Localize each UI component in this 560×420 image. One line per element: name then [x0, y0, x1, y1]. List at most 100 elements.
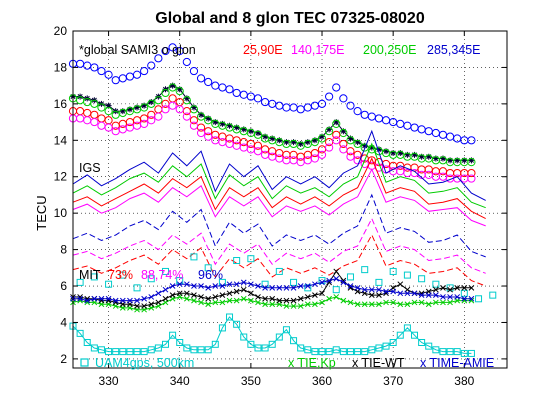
y-tick-label: 18 [54, 60, 68, 74]
data-point [290, 278, 298, 286]
series-sami3-4 [68, 101, 476, 183]
data-point [141, 303, 148, 309]
data-point [389, 338, 397, 346]
data-point [467, 136, 476, 145]
data-point [268, 340, 276, 348]
data-point [397, 290, 404, 297]
data-point [148, 99, 155, 106]
data-point [397, 150, 404, 157]
y-axis-label: TECU [34, 195, 49, 230]
data-point [233, 281, 240, 288]
series-line [72, 217, 486, 274]
data-point [105, 295, 112, 302]
series-line [72, 168, 486, 227]
data-point [340, 277, 347, 284]
data-point [432, 292, 439, 298]
data-point [262, 284, 268, 291]
data-point [261, 344, 269, 352]
data-point [205, 284, 212, 291]
axis-ticks: 330 340 350 360 370 380 2 4 6 8 10 12 14 16 18 20 [54, 24, 507, 388]
data-point [332, 346, 340, 354]
data-point [353, 156, 362, 165]
data-point [269, 284, 276, 291]
data-point [411, 299, 418, 306]
data-point [425, 153, 432, 160]
data-point [432, 299, 439, 306]
data-point [212, 294, 219, 300]
data-point [346, 348, 354, 356]
data-point [183, 295, 190, 302]
uam-label: UAM4gps, 500km [95, 356, 194, 370]
data-point [191, 292, 197, 298]
series-line [72, 316, 472, 354]
data-point [189, 116, 199, 125]
y-tick-label: 12 [54, 170, 68, 184]
data-point [467, 174, 476, 183]
data-point [148, 301, 155, 308]
data-point [104, 123, 113, 132]
data-point [254, 344, 262, 352]
data-point [467, 349, 475, 357]
data-point [247, 128, 254, 135]
data-point [196, 112, 206, 121]
data-point [148, 294, 155, 300]
data-point [447, 294, 453, 300]
data-point [332, 286, 340, 294]
data-point [361, 266, 369, 274]
data-point [90, 117, 99, 127]
data-point [375, 146, 382, 153]
data-point [240, 333, 248, 341]
data-point [248, 290, 254, 297]
data-point [468, 295, 475, 302]
data-point [440, 294, 446, 300]
data-point [175, 46, 184, 56]
data-point [354, 139, 361, 146]
data-point [326, 126, 333, 133]
data-point [105, 280, 113, 288]
data-point [269, 135, 276, 142]
data-point [318, 277, 326, 285]
data-point [418, 338, 426, 346]
tiewt-label: x TIE-WT [352, 356, 405, 370]
data-point [134, 303, 140, 309]
data-point [204, 346, 212, 354]
data-point [368, 346, 376, 354]
data-point [127, 297, 133, 304]
data-point [311, 137, 318, 144]
data-point [98, 295, 105, 302]
data-point [432, 280, 440, 288]
data-point [219, 120, 226, 127]
data-point [141, 102, 148, 109]
data-point [332, 83, 341, 92]
data-point [390, 288, 397, 295]
data-point [411, 290, 418, 297]
data-point [353, 139, 362, 149]
data-point [432, 155, 439, 162]
data-point [262, 295, 268, 302]
data-point [447, 286, 453, 293]
data-point [333, 275, 340, 282]
data-point [354, 301, 361, 308]
series-sami3-2 [68, 83, 476, 167]
x-tick-label: 340 [170, 374, 190, 388]
data-point [169, 283, 176, 289]
data-point [297, 344, 305, 352]
data-point [226, 281, 233, 288]
data-point [126, 106, 133, 113]
data-point [240, 295, 247, 302]
data-point [248, 297, 254, 304]
data-point [255, 294, 261, 300]
x-tick-label: 350 [241, 374, 261, 388]
data-point [198, 294, 204, 300]
data-point [376, 292, 382, 298]
series-mit-10 [72, 217, 486, 274]
series-line [72, 193, 486, 258]
series-mit-9 [72, 193, 486, 258]
data-point [325, 348, 333, 356]
data-point [333, 268, 340, 275]
data-point [347, 135, 354, 142]
data-point [189, 121, 199, 130]
data-point [383, 148, 390, 155]
data-point [403, 324, 411, 332]
data-point [326, 277, 332, 284]
